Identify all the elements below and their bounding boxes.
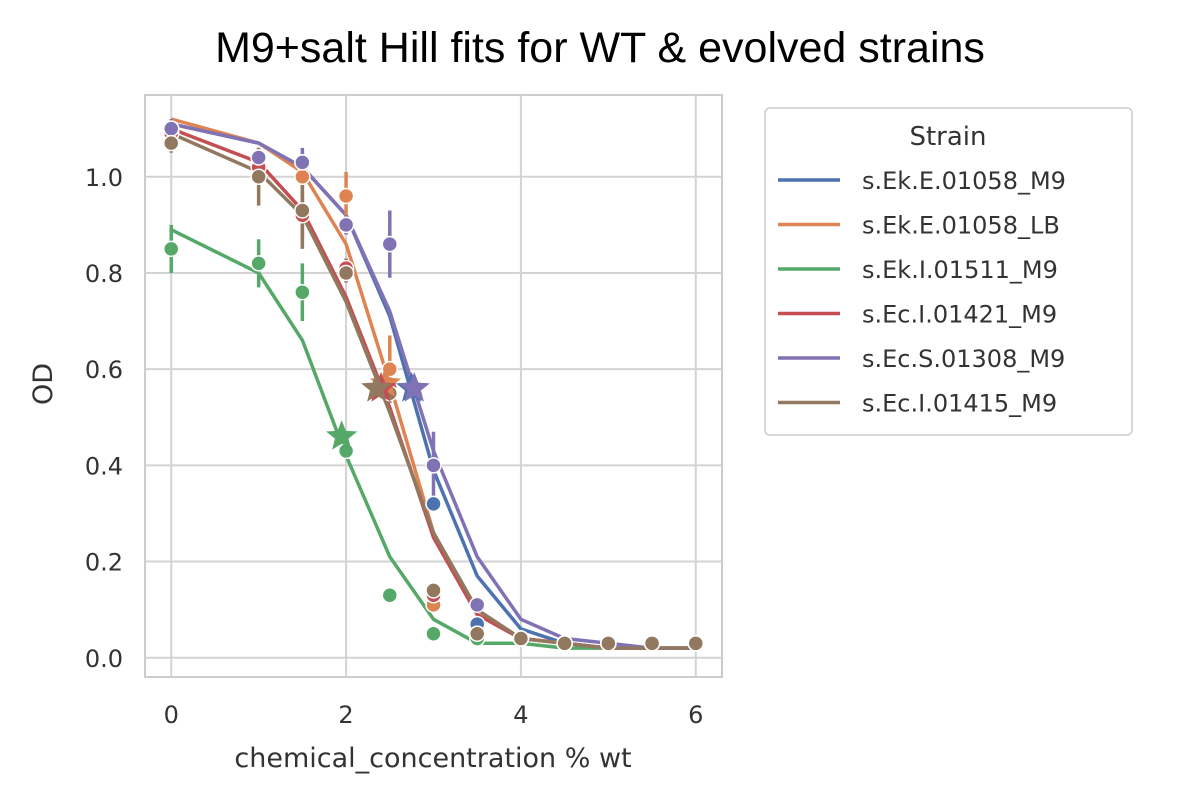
data-point (645, 636, 660, 651)
x-tick-label: 2 (338, 701, 353, 729)
y-tick-label: 1.0 (85, 164, 123, 192)
data-point (470, 597, 485, 612)
y-tick-label: 0.4 (85, 452, 123, 480)
data-point (295, 169, 310, 184)
hill-fit-chart: M9+salt Hill fits for WT & evolved strai… (0, 0, 1200, 798)
data-point (251, 256, 266, 271)
data-point (339, 189, 354, 204)
legend-label: s.Ek.E.01058_M9 (862, 167, 1066, 195)
legend-label: s.Ec.I.01415_M9 (862, 390, 1057, 418)
data-point (426, 458, 441, 473)
data-point (513, 631, 528, 646)
legend-label: s.Ec.I.01421_M9 (862, 301, 1057, 329)
data-point (426, 496, 441, 511)
x-tick-label: 0 (164, 701, 179, 729)
data-point (688, 636, 703, 651)
x-axis-label: chemical_concentration % wt (234, 743, 631, 774)
data-point (164, 136, 179, 151)
legend-label: s.Ec.S.01308_M9 (862, 345, 1065, 373)
data-point (164, 241, 179, 256)
y-tick-label: 0.8 (85, 260, 123, 288)
data-point (339, 265, 354, 280)
data-point (164, 121, 179, 136)
y-tick-label: 0.0 (85, 645, 123, 673)
data-point (339, 217, 354, 232)
data-point (251, 150, 266, 165)
data-point (426, 583, 441, 598)
y-axis-label: OD (28, 363, 59, 405)
data-point (557, 636, 572, 651)
y-tick-label: 0.6 (85, 356, 123, 384)
legend: Strain s.Ek.E.01058_M9 s.Ek.E.01058_LB s.E… (765, 108, 1132, 435)
legend-title: Strain (909, 122, 986, 152)
data-point (382, 588, 397, 603)
x-tick-label: 6 (688, 701, 703, 729)
x-tick-label: 4 (513, 701, 528, 729)
data-point (470, 626, 485, 641)
data-point (295, 203, 310, 218)
legend-label: s.Ek.E.01058_LB (862, 212, 1060, 240)
data-point (295, 155, 310, 170)
chart-title: M9+salt Hill fits for WT & evolved strai… (215, 24, 985, 72)
y-axis-ticks: 0.0 0.2 0.4 0.6 0.8 1.0 (85, 164, 123, 673)
data-point (601, 636, 616, 651)
data-point (426, 626, 441, 641)
data-point (382, 237, 397, 252)
y-tick-label: 0.2 (85, 549, 123, 577)
x-axis-ticks: 0 2 4 6 (164, 701, 704, 729)
data-point (251, 169, 266, 184)
data-point (295, 285, 310, 300)
legend-label: s.Ek.I.01511_M9 (862, 256, 1058, 284)
